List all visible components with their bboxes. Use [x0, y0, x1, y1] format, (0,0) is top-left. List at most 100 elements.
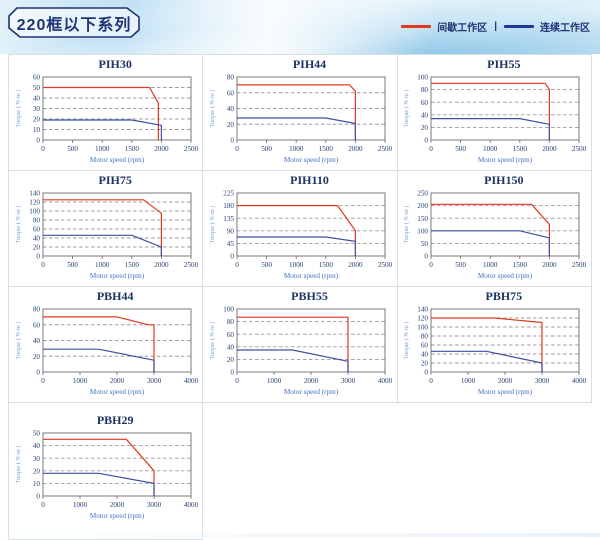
chart-title: PIH30 [98, 57, 132, 71]
svg-text:2500: 2500 [572, 261, 587, 269]
svg-text:0: 0 [430, 145, 434, 153]
svg-text:0: 0 [235, 145, 239, 153]
legend-separator: | [494, 21, 497, 32]
y-axis-label: Torque ( N·m ) [15, 90, 22, 128]
chart-cell-pih30: PIH30 0 500 1000 1500 2000 2500 0 10 20 30 40 50 60 To… [9, 55, 204, 171]
svg-text:3000: 3000 [146, 377, 161, 385]
svg-text:3000: 3000 [341, 377, 356, 385]
svg-text:60: 60 [32, 74, 40, 82]
torque-speed-chart: 0 1000 2000 3000 4000 0 10 20 30 40 50 Torque ( N·m… [15, 430, 199, 520]
svg-text:0: 0 [430, 261, 434, 269]
svg-text:1000: 1000 [95, 261, 110, 269]
svg-text:4000: 4000 [183, 377, 198, 385]
x-axis-label: Motor speed (rpm) [478, 272, 533, 280]
svg-text:40: 40 [32, 337, 40, 345]
svg-text:20: 20 [32, 353, 40, 361]
svg-text:150: 150 [418, 215, 429, 223]
intermittent-zone-line-swatch [401, 25, 432, 28]
svg-text:80: 80 [421, 86, 429, 94]
svg-text:0: 0 [235, 377, 239, 385]
svg-text:40: 40 [32, 235, 40, 243]
svg-text:120: 120 [29, 199, 40, 207]
svg-text:4000: 4000 [572, 377, 587, 385]
svg-text:0: 0 [36, 493, 40, 501]
svg-text:500: 500 [261, 145, 272, 153]
torque-speed-chart: 0 500 1000 1500 2000 2500020406080100120140To… [15, 190, 199, 280]
y-axis-label: Torque ( N·m ) [15, 322, 22, 360]
chart-cell-pih75: PIH75 0 500 1000 1500 2000 2500 0 20 40 60 80 100 120… [9, 171, 204, 287]
svg-text:500: 500 [67, 145, 78, 153]
svg-text:20: 20 [227, 356, 235, 364]
svg-text:0: 0 [36, 253, 40, 261]
svg-text:3000: 3000 [146, 501, 161, 509]
svg-text:60: 60 [32, 226, 40, 234]
chart-legend: 间歇工作区 | 连续工作区 [401, 19, 590, 34]
svg-text:20: 20 [32, 244, 40, 252]
svg-text:140: 140 [29, 190, 40, 198]
torque-speed-chart: 0 500 1000 1500 2000 2500 0 45 90 135 180 225 Torque… [209, 190, 393, 280]
page-title: 220框以下系列 [16, 16, 132, 34]
svg-text:0: 0 [235, 261, 239, 269]
svg-text:0: 0 [425, 137, 429, 145]
y-axis-label: Torque ( N·m ) [15, 446, 22, 484]
torque-speed-chart: 0 1000 2000 3000 4000 0 20 40 60 80 Torque ( N·m )… [15, 306, 199, 396]
chart-title: PBH75 [485, 289, 523, 303]
svg-text:30: 30 [32, 455, 40, 463]
svg-text:20: 20 [421, 124, 429, 132]
svg-text:1000: 1000 [483, 145, 498, 153]
legend-item-intermittent-zone: 间歇工作区 [401, 19, 487, 34]
chart-title: PBH29 [96, 413, 134, 427]
svg-text:10: 10 [32, 480, 40, 488]
svg-text:40: 40 [32, 442, 40, 450]
svg-text:20: 20 [227, 121, 235, 129]
svg-text:1500: 1500 [124, 261, 139, 269]
svg-text:20: 20 [32, 116, 40, 124]
svg-text:1000: 1000 [72, 501, 87, 509]
svg-text:10: 10 [32, 126, 40, 134]
chart-cell-pbh44: PBH44 0 1000 2000 3000 4000 0 20 40 60 80 Torque ( … [9, 287, 204, 403]
y-axis-label: Torque ( N·m ) [403, 90, 410, 128]
chart-cell-pih55: PIH55 0 500 1000 1500 2000 2500 0 20 40 60 80 100 Tor… [397, 55, 592, 171]
svg-text:100: 100 [223, 306, 234, 314]
svg-text:30: 30 [32, 105, 40, 113]
svg-text:100: 100 [29, 208, 40, 216]
svg-text:40: 40 [227, 343, 235, 351]
svg-text:140: 140 [418, 306, 429, 314]
torque-speed-chart: 0 500 1000 1500 2000 2500 0 20 40 60 80 100 Torque (… [403, 74, 587, 164]
svg-text:4000: 4000 [183, 501, 198, 509]
y-axis-label: Torque ( N·m ) [209, 206, 216, 244]
x-axis-label: Motor speed (rpm) [90, 156, 145, 164]
y-axis-label: Torque ( N·m ) [209, 90, 216, 128]
continuous-zone-line-swatch [504, 25, 534, 28]
svg-text:0: 0 [41, 501, 45, 509]
svg-text:1000: 1000 [95, 145, 110, 153]
torque-speed-chart: 0 500 1000 1500 2000 2500 0 10 20 30 40 50 60 Torque … [15, 74, 199, 164]
title-box-outline [8, 7, 140, 38]
svg-text:1000: 1000 [483, 261, 498, 269]
svg-text:2000: 2000 [109, 377, 124, 385]
svg-text:40: 40 [227, 105, 235, 113]
svg-text:40: 40 [421, 351, 429, 359]
svg-text:120: 120 [418, 315, 429, 323]
legend-label: 连续工作区 [540, 23, 590, 34]
svg-text:0: 0 [230, 369, 234, 377]
svg-text:0: 0 [41, 145, 45, 153]
svg-text:1000: 1000 [267, 377, 282, 385]
svg-text:0: 0 [36, 369, 40, 377]
svg-text:0: 0 [425, 253, 429, 261]
svg-text:2000: 2000 [109, 501, 124, 509]
svg-text:2000: 2000 [543, 261, 558, 269]
svg-text:2500: 2500 [183, 145, 198, 153]
svg-text:500: 500 [261, 261, 272, 269]
svg-text:2000: 2000 [498, 377, 513, 385]
svg-text:1000: 1000 [72, 377, 87, 385]
svg-text:90: 90 [227, 227, 235, 235]
svg-text:2000: 2000 [348, 261, 363, 269]
svg-text:20: 20 [32, 467, 40, 475]
svg-text:80: 80 [32, 306, 40, 314]
x-axis-label: Motor speed (rpm) [284, 156, 339, 164]
svg-text:60: 60 [421, 342, 429, 350]
svg-text:0: 0 [430, 377, 434, 385]
svg-text:180: 180 [223, 202, 234, 210]
